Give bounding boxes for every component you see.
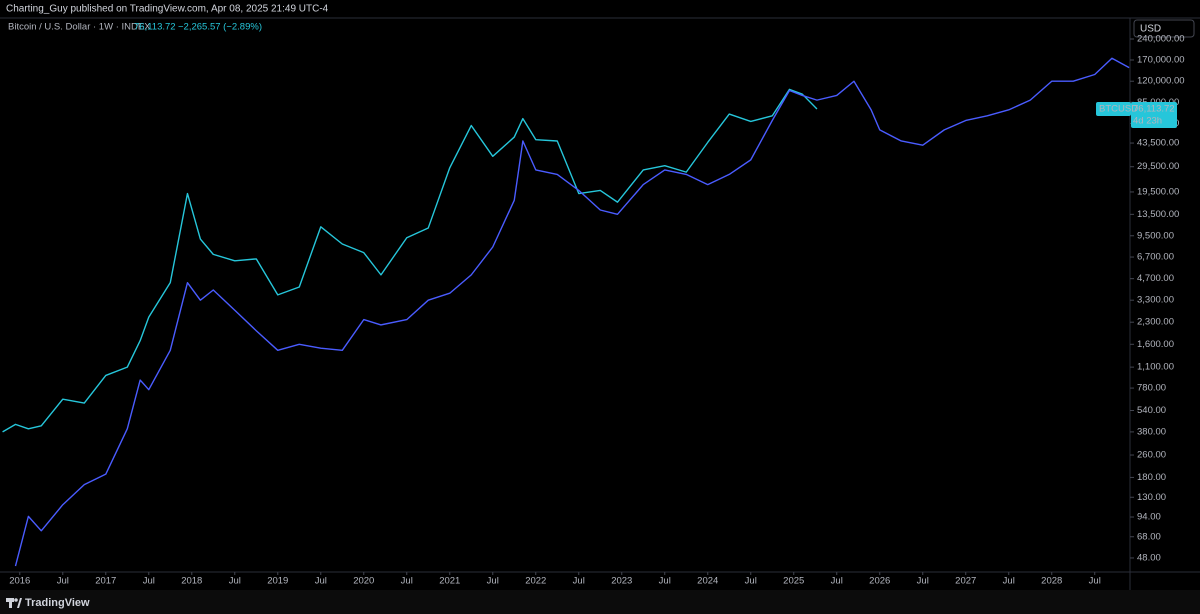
y-tick-label: 19,500.00 [1137, 186, 1179, 197]
price-tag [1096, 101, 1131, 116]
y-tick-label: 29,500.00 [1137, 161, 1179, 172]
y-tick-label: 68.00 [1137, 531, 1161, 542]
price-tag-symbol: BTCUSD [1099, 103, 1138, 114]
y-tick-label: 13,500.00 [1137, 209, 1179, 220]
y-tick-label: 120,000.00 [1137, 76, 1185, 87]
price-tag-countdown: 4d 23h [1133, 115, 1162, 126]
x-tick-label: 2020 [353, 576, 374, 587]
y-tick-label: 3,300.00 [1137, 295, 1174, 306]
y-tick-label: 4,700.00 [1137, 273, 1174, 284]
y-tick-label: 170,000.00 [1137, 55, 1185, 66]
x-tick-label: Jul [573, 576, 585, 587]
y-tick-label: 48.00 [1137, 552, 1161, 563]
x-tick-label: 2024 [697, 576, 718, 587]
x-tick-label: Jul [315, 576, 327, 587]
x-tick-label: Jul [487, 576, 499, 587]
y-tick-label: 1,600.00 [1137, 339, 1174, 350]
y-tick-label: 130.00 [1137, 492, 1166, 503]
x-tick-label: 2016 [9, 576, 30, 587]
x-tick-label: Jul [229, 576, 241, 587]
header-bar [0, 0, 1200, 18]
footer-brand: TradingView [25, 597, 90, 609]
x-tick-label: 2028 [1041, 576, 1062, 587]
x-tick-label: 2017 [95, 576, 116, 587]
tv-logo [6, 598, 22, 608]
x-tick-label: Jul [659, 576, 671, 587]
x-tick-label: Jul [745, 576, 757, 587]
x-tick-label: Jul [1089, 576, 1101, 587]
publisher-header: Charting_Guy published on TradingView.co… [6, 4, 329, 15]
y-tick-label: 94.00 [1137, 512, 1161, 523]
y-tick-label: 43,500.00 [1137, 138, 1179, 149]
x-tick-label: Jul [143, 576, 155, 587]
currency-label[interactable]: USD [1140, 24, 1161, 35]
y-tick-label: 1,100.00 [1137, 362, 1174, 373]
y-tick-label: 2,300.00 [1137, 317, 1174, 328]
x-tick-label: 2023 [611, 576, 632, 587]
x-tick-label: Jul [831, 576, 843, 587]
y-tick-label: 380.00 [1137, 426, 1166, 437]
legend-last: 76,113.72 [134, 22, 176, 33]
x-tick-label: Jul [401, 576, 413, 587]
y-tick-label: 180.00 [1137, 472, 1166, 483]
price-tag-box [1131, 101, 1177, 128]
x-tick-label: 2025 [783, 576, 804, 587]
y-tick-label: 240,000.00 [1137, 34, 1185, 45]
y-tick-label: 6,700.00 [1137, 252, 1174, 263]
x-tick-label: 2021 [439, 576, 460, 587]
legend-change: −2,265.57 (−2.89%) [178, 22, 262, 33]
x-tick-label: 2018 [181, 576, 202, 587]
y-tick-label: 540.00 [1137, 405, 1166, 416]
x-tick-label: 2019 [267, 576, 288, 587]
x-tick-label: Jul [1003, 576, 1015, 587]
y-tick-label: 780.00 [1137, 383, 1166, 394]
y-tick-label: 9,500.00 [1137, 230, 1174, 241]
y-tick-label: 260.00 [1137, 450, 1166, 461]
x-tick-label: 2027 [955, 576, 976, 587]
x-tick-label: Jul [57, 576, 69, 587]
currency-button[interactable] [1133, 19, 1195, 38]
price-line [2, 88, 818, 433]
x-tick-label: 2022 [525, 576, 546, 587]
footer-bar [0, 590, 1200, 614]
legend-title: Bitcoin / U.S. Dollar · 1W · INDEX [8, 22, 151, 33]
x-tick-label: Jul [917, 576, 929, 587]
price-line [14, 57, 1130, 567]
price-tag-last: 76,113.72 [1133, 103, 1175, 114]
x-tick-label: 2026 [869, 576, 890, 587]
